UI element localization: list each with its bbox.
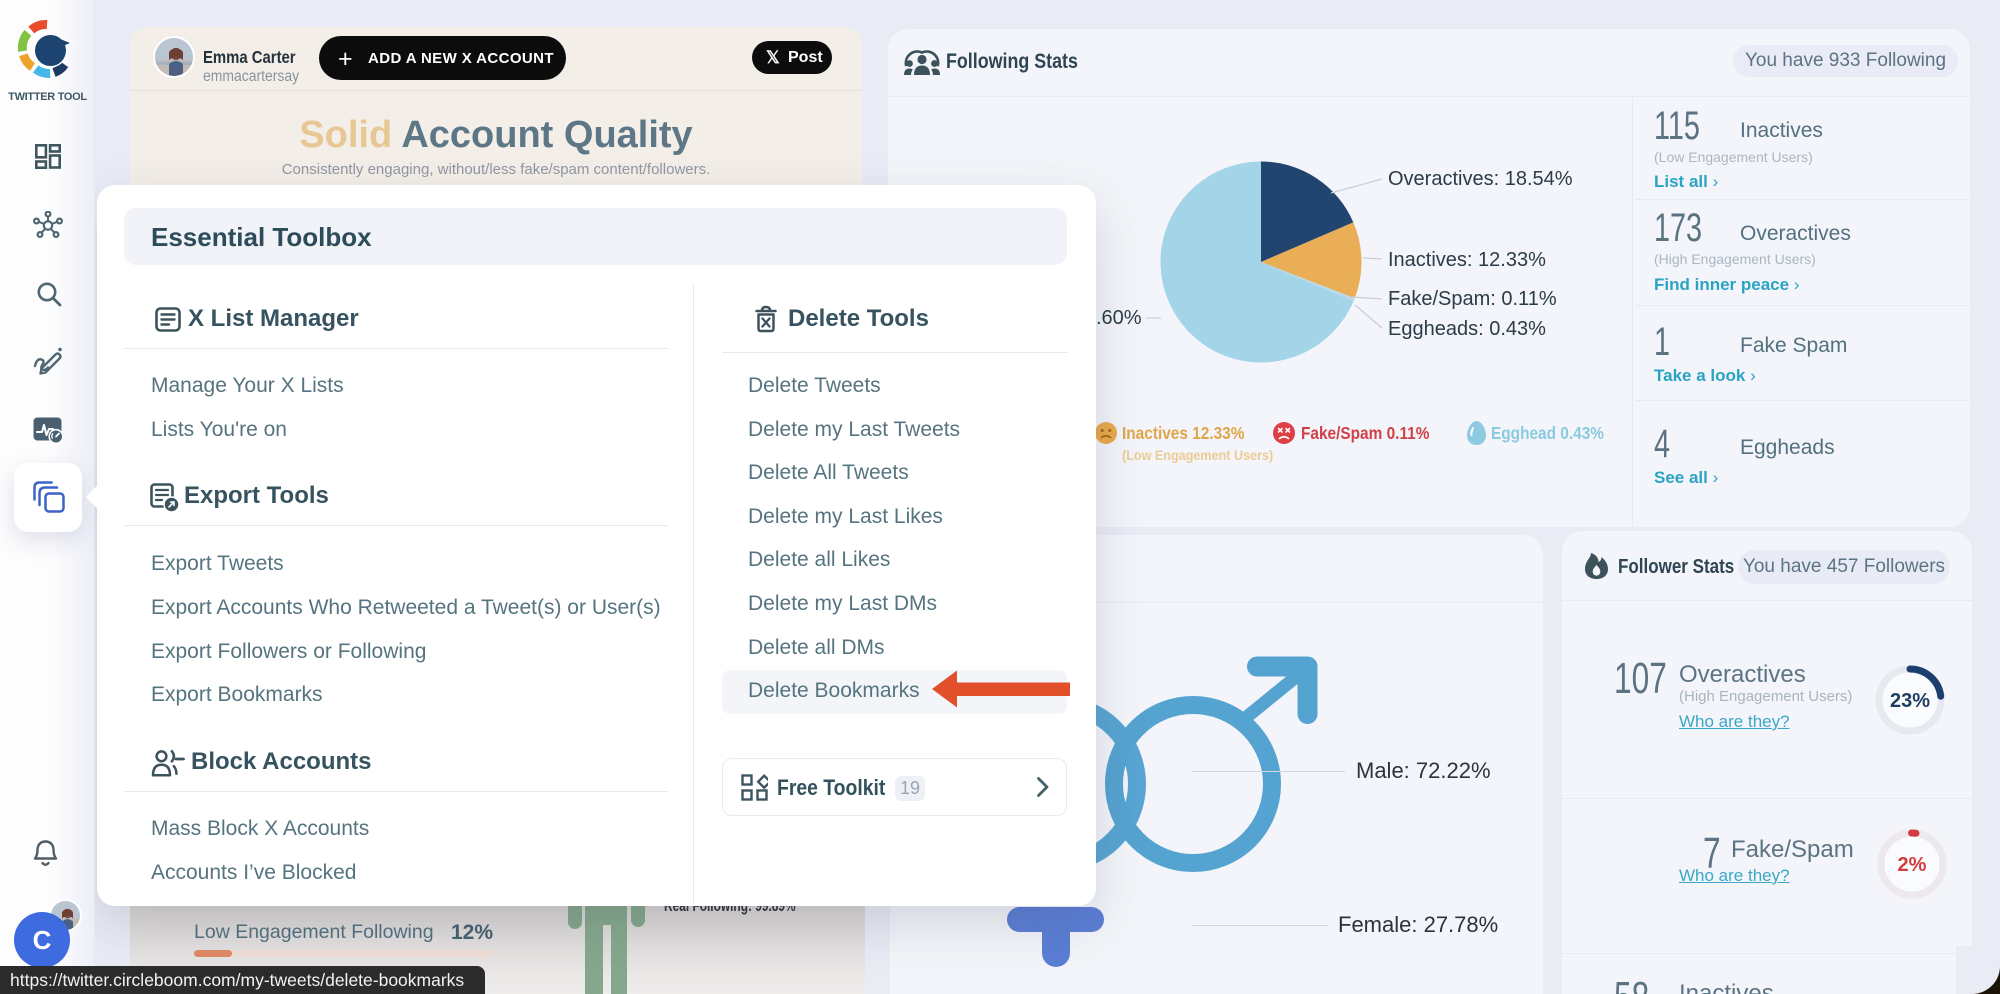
svg-text:23%: 23% xyxy=(1890,690,1930,712)
svg-text:2%: 2% xyxy=(1898,854,1927,876)
